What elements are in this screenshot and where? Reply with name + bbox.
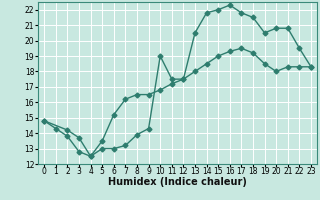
X-axis label: Humidex (Indice chaleur): Humidex (Indice chaleur) xyxy=(108,177,247,187)
